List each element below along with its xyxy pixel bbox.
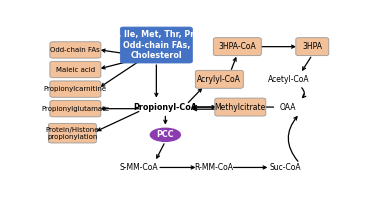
Text: PCC: PCC — [156, 130, 174, 139]
FancyBboxPatch shape — [50, 81, 101, 97]
Text: 3HPA: 3HPA — [302, 42, 322, 51]
FancyBboxPatch shape — [215, 98, 266, 116]
FancyBboxPatch shape — [50, 42, 101, 58]
Text: 3HPA-CoA: 3HPA-CoA — [218, 42, 256, 51]
Text: Propionylcarnitine: Propionylcarnitine — [44, 86, 107, 92]
Text: Methylcitrate: Methylcitrate — [215, 103, 266, 112]
FancyBboxPatch shape — [120, 27, 192, 63]
Text: Acetyl-CoA: Acetyl-CoA — [267, 75, 309, 84]
Text: Suc-CoA: Suc-CoA — [269, 163, 301, 172]
Text: Propionylglutamate: Propionylglutamate — [41, 106, 110, 112]
FancyBboxPatch shape — [195, 70, 243, 88]
FancyBboxPatch shape — [213, 38, 261, 56]
FancyBboxPatch shape — [50, 61, 101, 78]
FancyBboxPatch shape — [48, 123, 96, 143]
FancyBboxPatch shape — [50, 100, 101, 117]
Text: Maleic acid: Maleic acid — [56, 67, 95, 73]
Text: Propionyl-CoA: Propionyl-CoA — [134, 103, 197, 112]
Text: R-MM-CoA: R-MM-CoA — [194, 163, 233, 172]
Text: OAA: OAA — [280, 103, 296, 112]
Text: Acrylyl-CoA: Acrylyl-CoA — [197, 75, 241, 84]
Ellipse shape — [150, 128, 180, 141]
Text: Val, Ile, Met, Thr, Prop,
Odd-chain FAs,
Cholesterol: Val, Ile, Met, Thr, Prop, Odd-chain FAs,… — [104, 30, 209, 60]
Text: Odd-chain FAs: Odd-chain FAs — [50, 47, 100, 53]
Text: S-MM-CoA: S-MM-CoA — [119, 163, 158, 172]
Text: Protein/Histone
propionylation: Protein/Histone propionylation — [46, 127, 99, 140]
FancyBboxPatch shape — [296, 38, 329, 56]
